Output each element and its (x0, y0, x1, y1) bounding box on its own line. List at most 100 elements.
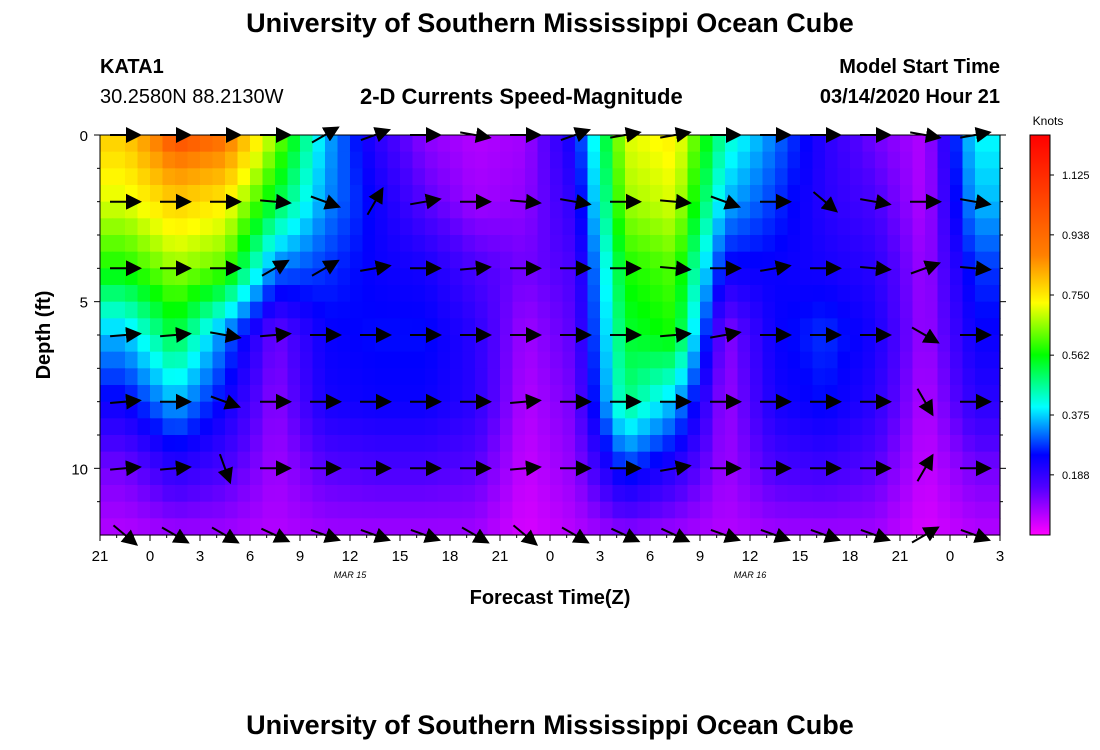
heat-cell (737, 135, 751, 153)
heat-cell (537, 201, 551, 219)
heat-cell (287, 268, 301, 286)
heat-cell (650, 351, 664, 369)
heat-cell (875, 335, 889, 353)
heat-cell (600, 435, 614, 453)
heat-cell (650, 435, 664, 453)
heat-cell (562, 168, 576, 186)
heat-cell (262, 485, 276, 503)
heat-cell (412, 501, 426, 519)
heat-cell (912, 368, 926, 386)
heat-cell (975, 418, 989, 436)
heat-cell (862, 385, 876, 403)
heat-cell (362, 251, 376, 269)
heat-cell (550, 268, 564, 286)
heat-cell (462, 401, 476, 419)
heat-cell (925, 168, 939, 186)
heat-cell (925, 335, 939, 353)
heat-cell (962, 251, 976, 269)
heat-cell (450, 451, 464, 469)
heat-cell (962, 285, 976, 303)
heat-cell (625, 135, 639, 153)
heat-cell (687, 251, 701, 269)
heat-cell (500, 518, 514, 536)
heat-cell (362, 168, 376, 186)
heat-cell (287, 351, 301, 369)
heat-cell (575, 151, 589, 169)
heat-cell (500, 235, 514, 253)
heat-cell (637, 468, 651, 486)
heat-cell (375, 335, 389, 353)
heat-cell (975, 268, 989, 286)
heat-cell (725, 401, 739, 419)
heat-cell (787, 168, 801, 186)
heat-cell (350, 168, 364, 186)
heat-cell (787, 235, 801, 253)
heat-cell (237, 268, 251, 286)
heat-cell (575, 518, 589, 536)
heat-cell (475, 485, 489, 503)
heat-cell (700, 351, 714, 369)
heat-cell (362, 468, 376, 486)
heat-cell (737, 401, 751, 419)
heat-cell (375, 401, 389, 419)
heat-cell (112, 468, 126, 486)
heat-cell (775, 335, 789, 353)
heat-cell (437, 351, 451, 369)
heat-cell (475, 518, 489, 536)
heat-cell (225, 168, 239, 186)
heat-cell (225, 385, 239, 403)
heat-cell (662, 418, 676, 436)
heat-cell (975, 168, 989, 186)
heat-cell (600, 451, 614, 469)
heat-cell (675, 218, 689, 236)
heat-cell (637, 235, 651, 253)
heat-cell (425, 418, 439, 436)
heat-cell (237, 468, 251, 486)
heat-cell (575, 135, 589, 153)
heat-cell (275, 518, 289, 536)
heat-cell (237, 501, 251, 519)
heat-cell (312, 501, 326, 519)
heat-cell (962, 218, 976, 236)
heat-cell (425, 501, 439, 519)
heat-cell (612, 351, 626, 369)
heat-cell (987, 285, 1001, 303)
heat-cell (550, 185, 564, 203)
heat-cell (150, 251, 164, 269)
heat-cell (125, 168, 139, 186)
heat-cell (137, 351, 151, 369)
heat-cell (900, 168, 914, 186)
heat-cell (675, 135, 689, 153)
heat-cell (500, 201, 514, 219)
heat-cell (162, 368, 176, 386)
heat-cell (162, 151, 176, 169)
heat-cell (700, 368, 714, 386)
heat-cell (512, 385, 526, 403)
heat-cell (475, 168, 489, 186)
heat-cell (200, 368, 214, 386)
heat-cell (975, 235, 989, 253)
heat-cell (387, 385, 401, 403)
heat-cell (787, 418, 801, 436)
heat-cell (475, 185, 489, 203)
heat-cell (100, 335, 114, 353)
heat-cell (812, 501, 826, 519)
heat-cell (525, 501, 539, 519)
heat-cell (687, 168, 701, 186)
heat-cell (475, 218, 489, 236)
current-vector (110, 393, 142, 410)
heat-cell (912, 401, 926, 419)
heat-cell (550, 301, 564, 319)
heat-cell (787, 268, 801, 286)
heat-cell (425, 518, 439, 536)
heat-cell (550, 285, 564, 303)
heat-cell (737, 151, 751, 169)
heat-cell (675, 168, 689, 186)
heat-cell (525, 218, 539, 236)
heat-cell (900, 185, 914, 203)
heat-cell (412, 351, 426, 369)
heat-cell (637, 485, 651, 503)
heat-cell (412, 435, 426, 453)
heat-cell (137, 485, 151, 503)
